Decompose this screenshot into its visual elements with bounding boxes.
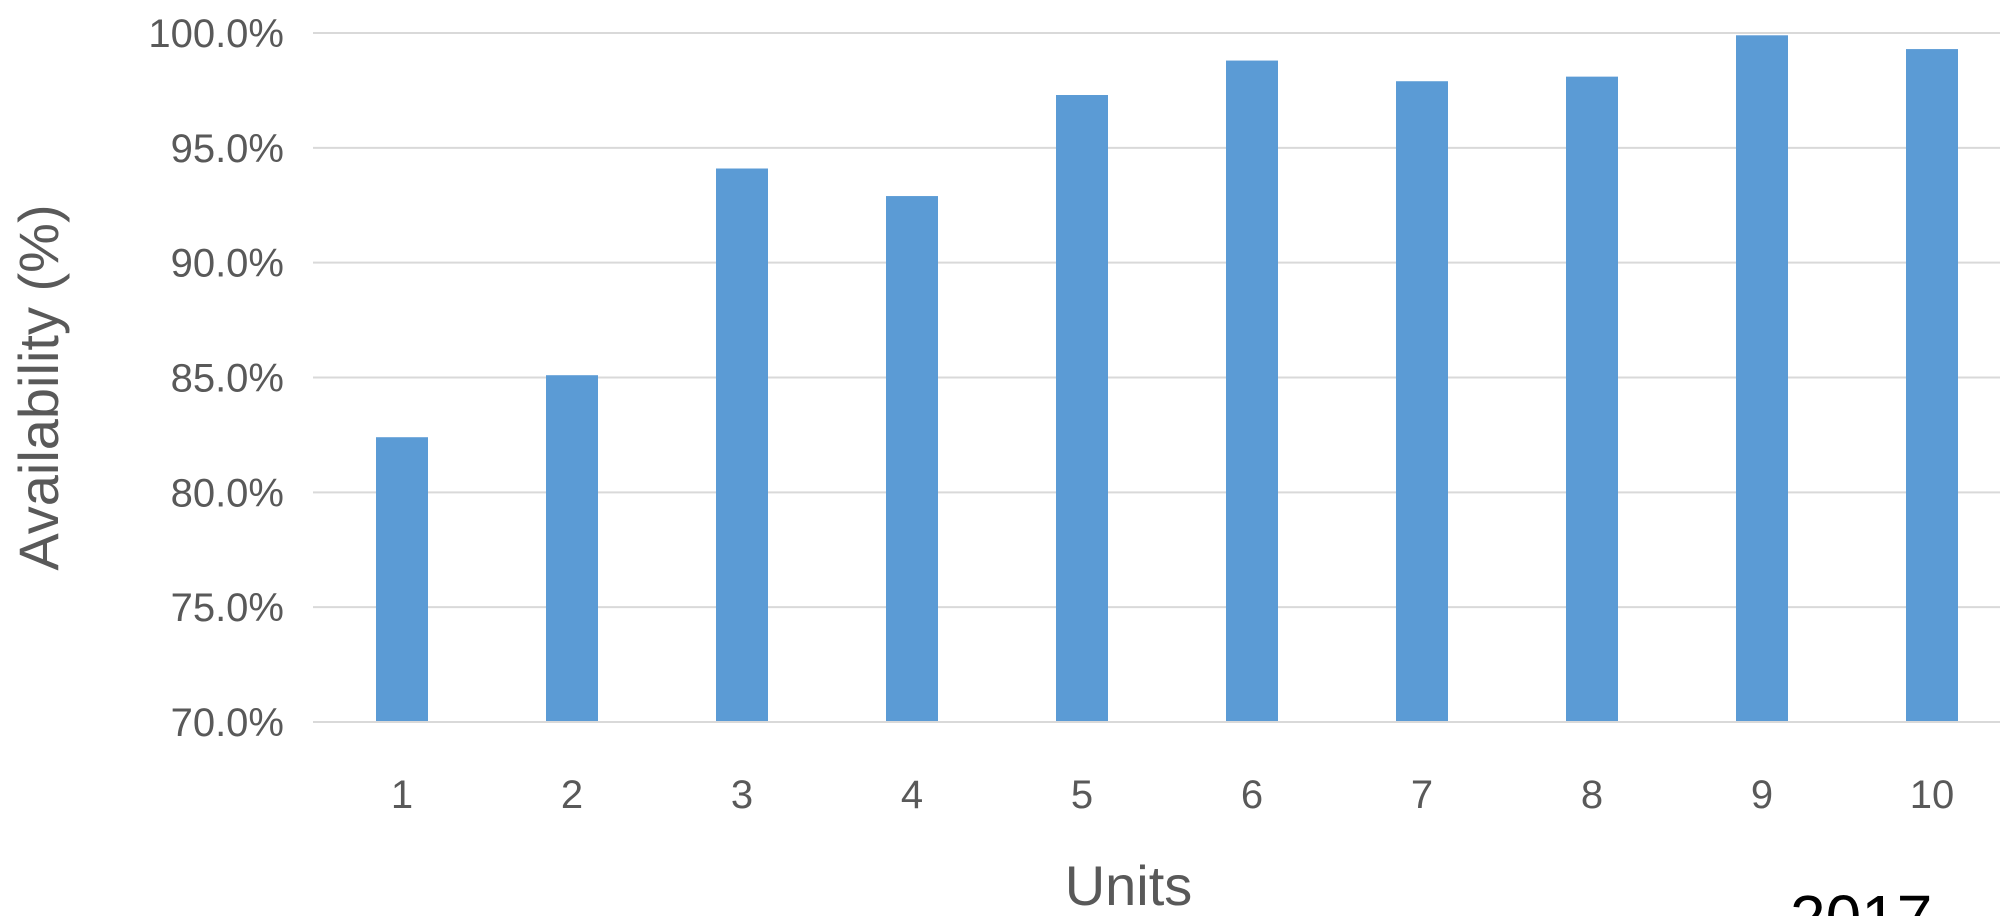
x-axis-title: Units: [1065, 854, 1193, 916]
x-axis-ticks: 1 2 3 4 5 6 7 8 9 10: [391, 773, 1954, 817]
x-tick-label: 9: [1751, 773, 1773, 817]
y-axis-title: Availability (%): [7, 204, 70, 570]
x-tick-label: 4: [901, 773, 923, 817]
x-tick-label: 5: [1071, 773, 1093, 817]
bar-unit-8: [1566, 76, 1618, 723]
x-tick-label: 7: [1411, 773, 1433, 817]
x-tick-label: 2: [561, 773, 583, 817]
bar-unit-10: [1906, 49, 1958, 723]
bars: [376, 35, 1958, 723]
bar-unit-7: [1396, 81, 1448, 723]
bar-unit-6: [1226, 60, 1278, 723]
y-tick-label: 80.0%: [171, 471, 284, 515]
x-tick-label: 3: [731, 773, 753, 817]
y-tick-label: 100.0%: [148, 12, 284, 56]
y-tick-label: 75.0%: [171, 586, 284, 630]
bar-unit-1: [376, 437, 428, 722]
x-tick-label: 6: [1241, 773, 1263, 817]
y-tick-label: 90.0%: [171, 242, 284, 286]
x-tick-label: 10: [1910, 773, 1955, 817]
x-tick-label: 8: [1581, 773, 1603, 817]
y-tick-label: 95.0%: [171, 127, 284, 171]
y-tick-label: 70.0%: [171, 701, 284, 745]
bar-unit-5: [1056, 95, 1108, 722]
bar-unit-2: [546, 375, 598, 722]
x-tick-label: 1: [391, 773, 413, 817]
bar-unit-3: [716, 168, 768, 723]
y-tick-label: 85.0%: [171, 357, 284, 401]
corner-note: 2017: [1790, 882, 1932, 916]
bar-unit-9: [1736, 35, 1788, 722]
bar-unit-4: [886, 196, 938, 722]
y-axis-ticks: 70.0% 75.0% 80.0% 85.0% 90.0% 95.0% 100.0%: [148, 12, 284, 745]
